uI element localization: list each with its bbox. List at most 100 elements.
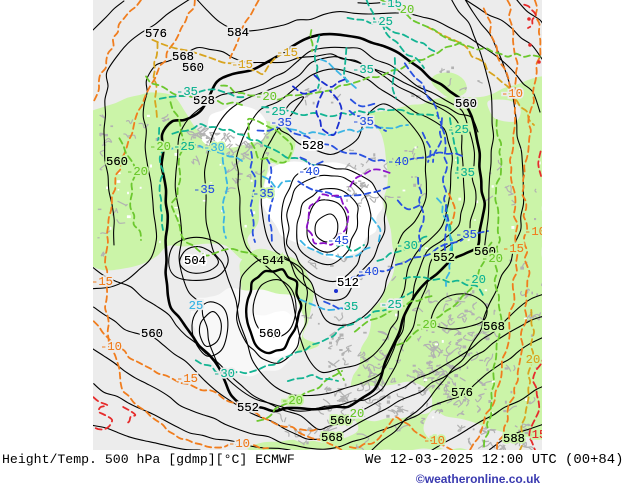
svg-text:-15: -15 <box>91 275 113 289</box>
svg-text:25: 25 <box>388 299 403 313</box>
svg-text:-20: -20 <box>126 165 148 179</box>
svg-text:-25: -25 <box>380 298 402 312</box>
svg-text:-30: -30 <box>203 141 225 155</box>
svg-text:584: 584 <box>227 26 249 40</box>
svg-text:15: 15 <box>532 428 547 442</box>
svg-text:-15: -15 <box>231 58 253 72</box>
svg-text:568: 568 <box>321 431 343 445</box>
svg-text:20: 20 <box>350 407 365 421</box>
svg-text:25: 25 <box>189 299 204 313</box>
svg-text:-25: -25 <box>173 140 195 154</box>
svg-text:504: 504 <box>184 254 206 268</box>
svg-text:25: 25 <box>388 299 403 313</box>
svg-text:-35: -35 <box>252 187 274 201</box>
svg-text:560: 560 <box>182 61 204 75</box>
svg-text:-35: -35 <box>352 63 374 77</box>
svg-text:528: 528 <box>193 94 215 108</box>
svg-text:-15: -15 <box>502 242 524 256</box>
svg-text:-40: -40 <box>387 155 409 169</box>
svg-text:584: 584 <box>227 26 249 40</box>
svg-text:-45: -45 <box>327 234 349 248</box>
svg-text:20: 20 <box>350 407 365 421</box>
svg-text:-25: -25 <box>264 105 286 119</box>
svg-text:20: 20 <box>526 353 541 367</box>
svg-text:-25: -25 <box>447 123 469 137</box>
svg-text:-20: -20 <box>281 394 303 408</box>
svg-text:544: 544 <box>262 254 284 268</box>
svg-text:-20: -20 <box>281 394 303 408</box>
svg-text:-25: -25 <box>173 140 195 154</box>
svg-text:560: 560 <box>330 414 352 428</box>
svg-text:-20: -20 <box>481 252 503 266</box>
svg-text:-20: -20 <box>415 318 437 332</box>
svg-text:-15: -15 <box>231 58 253 72</box>
svg-text:568: 568 <box>321 431 343 445</box>
svg-text:-35: -35 <box>252 187 274 201</box>
svg-text:-25: -25 <box>447 123 469 137</box>
svg-text:560: 560 <box>259 327 281 341</box>
svg-text:560: 560 <box>141 327 163 341</box>
svg-text:-35: -35 <box>455 228 477 242</box>
svg-text:568: 568 <box>483 320 505 334</box>
svg-text:-35: -35 <box>352 63 374 77</box>
svg-text:560: 560 <box>474 245 496 259</box>
svg-text:-15: -15 <box>176 372 198 386</box>
svg-text:-20: -20 <box>255 90 277 104</box>
svg-text:560: 560 <box>182 61 204 75</box>
svg-text:-35: -35 <box>176 85 198 99</box>
svg-text:568: 568 <box>172 50 194 64</box>
svg-text:-30: -30 <box>203 141 225 155</box>
svg-text:-35: -35 <box>176 85 198 99</box>
svg-text:-20: -20 <box>415 318 437 332</box>
svg-text:-25: -25 <box>371 15 393 29</box>
svg-text:-15: -15 <box>380 0 402 11</box>
svg-text:-10: -10 <box>100 340 122 354</box>
svg-text:20: 20 <box>400 3 415 17</box>
svg-text:552: 552 <box>433 251 455 265</box>
svg-text:-20: -20 <box>255 90 277 104</box>
svg-text:-35: -35 <box>453 166 475 180</box>
svg-text:15: 15 <box>532 428 547 442</box>
svg-text:568: 568 <box>483 320 505 334</box>
svg-text:512: 512 <box>337 276 359 290</box>
svg-text:552: 552 <box>433 251 455 265</box>
svg-text:560: 560 <box>455 97 477 111</box>
svg-text:-10: -10 <box>100 340 122 354</box>
svg-text:576: 576 <box>451 386 473 400</box>
svg-text:©weatheronline.co.uk: ©weatheronline.co.uk <box>416 472 541 486</box>
svg-text:528: 528 <box>193 94 215 108</box>
svg-text:552: 552 <box>237 401 259 415</box>
svg-text:528: 528 <box>302 139 324 153</box>
svg-text:512: 512 <box>337 276 359 290</box>
svg-text:-40: -40 <box>357 265 379 279</box>
svg-text:-25: -25 <box>264 105 286 119</box>
svg-text:-15: -15 <box>380 0 402 11</box>
svg-text:-35: -35 <box>270 116 292 130</box>
svg-text:-30: -30 <box>396 239 418 253</box>
svg-text:560: 560 <box>474 245 496 259</box>
svg-text:-10: -10 <box>501 87 523 101</box>
svg-text:568: 568 <box>172 50 194 64</box>
svg-text:-40: -40 <box>357 265 379 279</box>
svg-text:-30: -30 <box>396 239 418 253</box>
svg-text:20: 20 <box>400 3 415 17</box>
svg-text:35: 35 <box>344 300 359 314</box>
svg-text:-35: -35 <box>193 183 215 197</box>
svg-text:-30: -30 <box>213 367 235 381</box>
svg-text:-15: -15 <box>276 46 298 60</box>
svg-text:588: 588 <box>503 432 525 446</box>
svg-text:588: 588 <box>503 432 525 446</box>
svg-text:560: 560 <box>141 327 163 341</box>
svg-text:-15: -15 <box>176 372 198 386</box>
svg-text:-35: -35 <box>352 115 374 129</box>
svg-text:-10: -10 <box>524 225 546 239</box>
svg-text:560: 560 <box>106 155 128 169</box>
svg-text:-20: -20 <box>464 273 486 287</box>
svg-text:-20: -20 <box>149 140 171 154</box>
svg-text:528: 528 <box>302 139 324 153</box>
svg-text:-10: -10 <box>228 437 250 451</box>
svg-text:-40: -40 <box>298 165 320 179</box>
svg-text:-35: -35 <box>193 183 215 197</box>
svg-text:-35: -35 <box>270 116 292 130</box>
svg-text:552: 552 <box>237 401 259 415</box>
